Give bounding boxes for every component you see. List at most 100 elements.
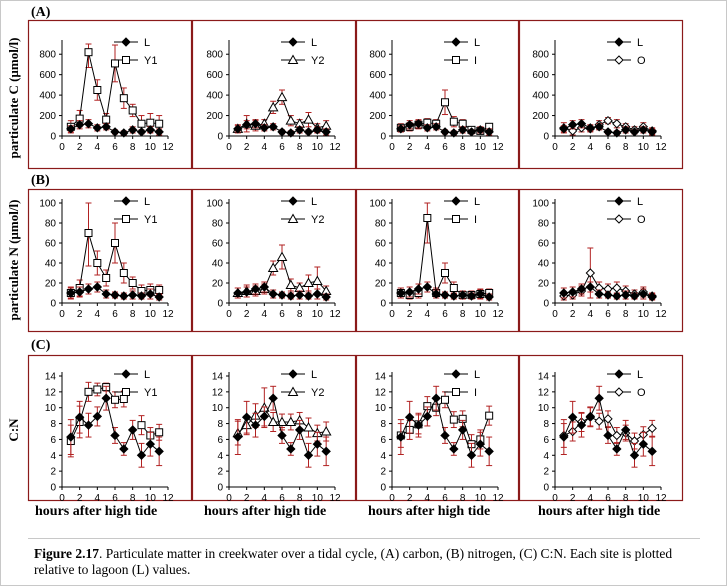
data-point bbox=[268, 393, 278, 403]
x-tick-label: 12 bbox=[655, 309, 667, 320]
data-point bbox=[567, 120, 578, 130]
legend-marker bbox=[122, 388, 130, 396]
y-tick-label: 20 bbox=[212, 279, 224, 290]
data-point bbox=[83, 284, 94, 294]
data-point bbox=[276, 251, 288, 261]
x-tick-label: 2 bbox=[77, 493, 83, 504]
legend-marker bbox=[288, 369, 298, 379]
data-point bbox=[321, 292, 331, 302]
data-point bbox=[431, 122, 441, 132]
data-point bbox=[127, 290, 138, 300]
x-tick-label: 10 bbox=[475, 493, 487, 504]
data-point bbox=[431, 289, 441, 299]
x-tick-label: 10 bbox=[638, 493, 650, 504]
data-point bbox=[101, 122, 111, 132]
caption-text: . Particulate matter in creekwater over … bbox=[34, 546, 673, 577]
data-point bbox=[647, 127, 657, 137]
y-tick-label: 0 bbox=[380, 483, 386, 494]
data-point bbox=[145, 439, 156, 449]
legend-entry-Y1: Y1 bbox=[114, 214, 157, 226]
y-tick-label: 14 bbox=[538, 372, 550, 383]
data-point bbox=[286, 128, 296, 138]
data-point bbox=[629, 450, 640, 460]
legend-label: I bbox=[474, 387, 477, 399]
x-tick-label: 6 bbox=[605, 493, 611, 504]
x-tick-label: 8 bbox=[130, 142, 136, 153]
legend-marker bbox=[451, 196, 461, 206]
xlabel-col1: hours after high tide bbox=[35, 504, 158, 519]
data-point bbox=[93, 86, 102, 94]
y-tick-label: 80 bbox=[375, 219, 387, 230]
series-L bbox=[233, 119, 331, 138]
panel-frame-r0c2 bbox=[355, 19, 520, 170]
y-tick-label: 20 bbox=[538, 279, 550, 290]
legend-entry-L: L bbox=[114, 37, 150, 49]
legend-marker bbox=[614, 37, 624, 47]
y-tick-label: 600 bbox=[532, 70, 549, 81]
data-point bbox=[233, 432, 243, 442]
data-point bbox=[585, 123, 596, 133]
data-point bbox=[137, 421, 146, 430]
section-label-c: (C) bbox=[31, 338, 51, 353]
y-tick-label: 2 bbox=[380, 467, 386, 478]
data-point bbox=[119, 94, 128, 103]
legend-label: Y2 bbox=[311, 214, 324, 226]
data-point bbox=[423, 214, 432, 222]
data-point bbox=[404, 412, 415, 422]
x-tick-label: 4 bbox=[425, 309, 431, 320]
legend-label: O bbox=[637, 387, 646, 399]
data-point bbox=[285, 416, 297, 426]
x-tick-label: 10 bbox=[145, 493, 157, 504]
x-tick-label: 8 bbox=[623, 142, 629, 153]
x-tick-label: 2 bbox=[570, 142, 576, 153]
legend-label: L bbox=[311, 369, 317, 381]
data-point bbox=[396, 432, 406, 442]
chart-panel-r1c2: 0 20 40 60 80 100 0 2 4 6 8 10 12 LI bbox=[369, 196, 504, 320]
data-point bbox=[267, 101, 279, 112]
panel-frame-r0c3 bbox=[518, 19, 684, 170]
x-tick-label: 12 bbox=[162, 493, 174, 504]
data-point bbox=[294, 425, 305, 435]
data-point bbox=[66, 288, 76, 298]
x-tick-label: 10 bbox=[475, 142, 487, 153]
data-point bbox=[612, 119, 622, 129]
x-tick-label: 4 bbox=[588, 309, 594, 320]
y-tick-label: 400 bbox=[532, 91, 549, 102]
x-tick-label: 4 bbox=[588, 142, 594, 153]
y-tick-label: 600 bbox=[369, 70, 386, 81]
legend-marker bbox=[614, 196, 624, 206]
data-point bbox=[303, 127, 314, 137]
data-point bbox=[110, 290, 120, 300]
data-point bbox=[250, 119, 261, 129]
x-tick-label: 6 bbox=[112, 142, 118, 153]
panel-frame-r1c1 bbox=[191, 188, 357, 333]
x-tick-label: 2 bbox=[570, 493, 576, 504]
y-tick-label: 20 bbox=[375, 279, 387, 290]
x-tick-label: 6 bbox=[605, 309, 611, 320]
x-tick-label: 0 bbox=[389, 493, 395, 504]
data-point bbox=[422, 282, 433, 292]
x-tick-label: 6 bbox=[442, 493, 448, 504]
legend-entry-Y1: Y1 bbox=[114, 55, 157, 67]
data-point bbox=[449, 291, 459, 301]
series-L bbox=[66, 385, 164, 468]
section-label-b: (B) bbox=[31, 173, 50, 188]
data-point bbox=[484, 292, 494, 302]
x-tick-label: 10 bbox=[312, 309, 324, 320]
y-tick-label: 6 bbox=[217, 435, 223, 446]
panel-frame-r0c1 bbox=[191, 19, 357, 170]
data-point bbox=[603, 115, 613, 126]
x-tick-label: 8 bbox=[623, 493, 629, 504]
data-point bbox=[110, 127, 120, 137]
legend-label: L bbox=[144, 196, 150, 208]
data-point bbox=[449, 444, 459, 454]
data-point bbox=[294, 290, 305, 300]
legend-label: L bbox=[144, 37, 150, 49]
x-tick-label: 0 bbox=[59, 309, 65, 320]
data-point bbox=[441, 98, 449, 107]
panel-frame-r2c1 bbox=[191, 354, 357, 502]
y-tick-label: 40 bbox=[45, 259, 57, 270]
legend-label: L bbox=[637, 369, 643, 381]
data-point bbox=[559, 432, 569, 442]
data-point bbox=[312, 289, 323, 299]
